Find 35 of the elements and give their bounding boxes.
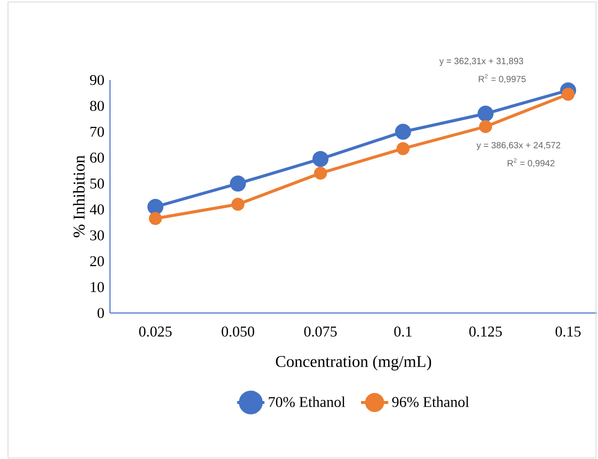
legend-label: 96% Ethanol bbox=[392, 396, 470, 408]
point bbox=[231, 198, 244, 211]
annotation: y = 386,63x + 24,572 bbox=[476, 142, 560, 150]
point bbox=[478, 106, 494, 122]
point bbox=[312, 150, 328, 167]
y-tick-label: 50 bbox=[90, 178, 104, 189]
annotation: R$^{2}$ = 0,9975 bbox=[478, 74, 526, 84]
text: y = 362,31x + 31,893 bbox=[439, 58, 524, 66]
x-tick-label: 0.025 bbox=[139, 326, 172, 337]
x-axis-title: Concentration (mg/mL) bbox=[276, 355, 432, 370]
point bbox=[562, 88, 575, 101]
x-tick-label: 0.125 bbox=[469, 326, 502, 337]
point bbox=[479, 120, 492, 134]
y-tick-label: 70 bbox=[90, 126, 104, 137]
point bbox=[396, 142, 410, 156]
y-tick-label: 10 bbox=[90, 282, 104, 292]
annotation: R$^{2}$ = 0,9942 bbox=[508, 158, 554, 168]
y-tick-label: 60 bbox=[90, 152, 104, 163]
point bbox=[395, 124, 412, 140]
x-tick-label: 0.15 bbox=[556, 326, 581, 337]
point bbox=[147, 198, 164, 215]
x-tick-label: 0.075 bbox=[304, 326, 337, 337]
y-tick-label: 20 bbox=[90, 256, 104, 266]
y-axis-title: % Inhibition bbox=[73, 155, 85, 238]
y-tick-label: 30 bbox=[90, 230, 104, 240]
x-tick-label: 0.050 bbox=[222, 326, 254, 337]
point bbox=[230, 176, 246, 192]
point bbox=[314, 166, 327, 180]
y-tick-label: 90 bbox=[90, 74, 104, 86]
point bbox=[148, 212, 162, 225]
legend-label: 70% Ethanol bbox=[268, 396, 346, 408]
x-tick-label: 0.1 bbox=[394, 326, 412, 337]
y-tick-label: 40 bbox=[90, 204, 104, 214]
y-tick-label: 0 bbox=[98, 308, 104, 318]
y-tick-label: 80 bbox=[90, 100, 104, 111]
